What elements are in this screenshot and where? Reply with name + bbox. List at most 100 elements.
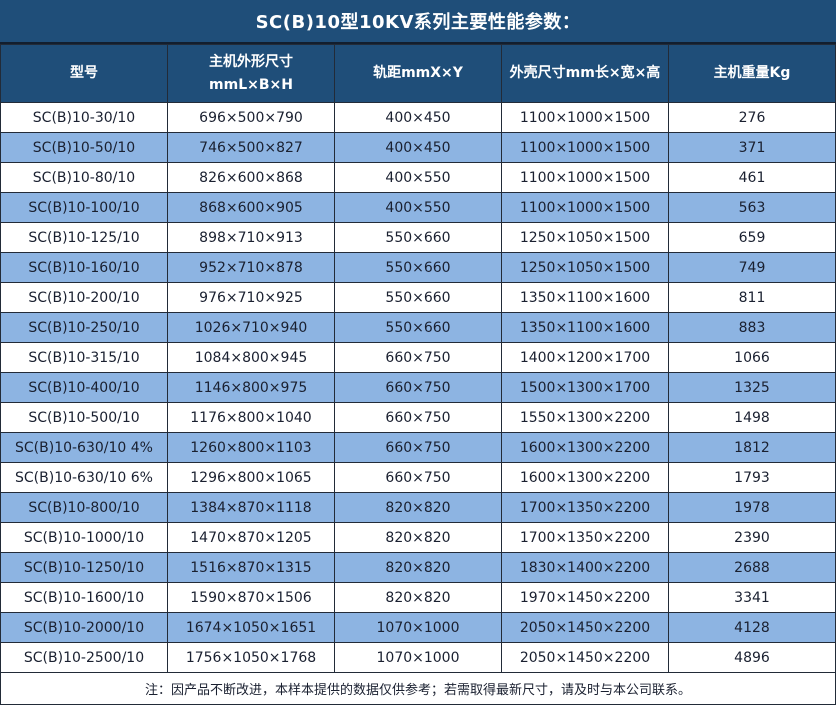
table-cell: 1384×870×1118 [167, 492, 335, 523]
table-cell: 1756×1050×1768 [167, 642, 335, 673]
table-cell: 1700×1350×2200 [501, 492, 669, 523]
table-cell: 4128 [668, 612, 836, 643]
table-row: SC(B)10-400/10 1146×800×975 660×750 1500×13… [0, 372, 836, 403]
table-cell: SC(B)10-2500/10 [0, 642, 168, 673]
table-cell: 659 [668, 222, 836, 253]
spec-table: 型号 主机外形尺寸 mmL×B×H 轨距mmX×Y 外壳尺寸mm长×宽×高 主机… [0, 44, 836, 673]
table-cell: 400×550 [334, 162, 502, 193]
table-cell: 1066 [668, 342, 836, 373]
table-cell: SC(B)10-80/10 [0, 162, 168, 193]
table-cell: 550×660 [334, 282, 502, 313]
table-cell: 820×820 [334, 582, 502, 613]
table-cell: 1296×800×1065 [167, 462, 335, 493]
table-cell: 660×750 [334, 342, 502, 373]
table-row: SC(B)10-200/10 976×710×925 550×660 1350×110… [0, 282, 836, 313]
table-cell: 1978 [668, 492, 836, 523]
table-cell: SC(B)10-250/10 [0, 312, 168, 343]
table-cell: 1812 [668, 432, 836, 463]
table-header-row: 型号 主机外形尺寸 mmL×B×H 轨距mmX×Y 外壳尺寸mm长×宽×高 主机… [0, 44, 836, 103]
table-cell: 660×750 [334, 372, 502, 403]
table-cell: 1400×1200×1700 [501, 342, 669, 373]
table-cell: 1100×1000×1500 [501, 132, 669, 163]
table-cell: 820×820 [334, 552, 502, 583]
table-cell: 1100×1000×1500 [501, 192, 669, 223]
table-cell: 1793 [668, 462, 836, 493]
table-cell: 2050×1450×2200 [501, 642, 669, 673]
table-cell: 820×820 [334, 522, 502, 553]
table-cell: 1100×1000×1500 [501, 162, 669, 193]
table-cell: 550×660 [334, 222, 502, 253]
table-cell: 1250×1050×1500 [501, 222, 669, 253]
table-cell: SC(B)10-315/10 [0, 342, 168, 373]
table-cell: 883 [668, 312, 836, 343]
table-cell: 820×820 [334, 492, 502, 523]
table-row: SC(B)10-50/10 746×500×827 400×450 1100×1000… [0, 132, 836, 163]
table-cell: 1674×1050×1651 [167, 612, 335, 643]
table-cell: SC(B)10-125/10 [0, 222, 168, 253]
table-row: SC(B)10-1000/10 1470×870×1205 820×820 1700×… [0, 522, 836, 553]
table-cell: 660×750 [334, 432, 502, 463]
table-cell: SC(B)10-2000/10 [0, 612, 168, 643]
table-cell: 749 [668, 252, 836, 283]
table-cell: SC(B)10-630/10 6% [0, 462, 168, 493]
table-cell: 550×660 [334, 312, 502, 343]
table-cell: 1026×710×940 [167, 312, 335, 343]
table-row: SC(B)10-100/10 868×600×905 400×550 1100×100… [0, 192, 836, 223]
table-cell: 1470×870×1205 [167, 522, 335, 553]
table-cell: SC(B)10-1250/10 [0, 552, 168, 583]
table-cell: SC(B)10-400/10 [0, 372, 168, 403]
table-cell: 400×450 [334, 132, 502, 163]
table-row: SC(B)10-125/10 898×710×913 550×660 1250×105… [0, 222, 836, 253]
table-cell: 746×500×827 [167, 132, 335, 163]
table-cell: 976×710×925 [167, 282, 335, 313]
table-row: SC(B)10-800/10 1384×870×1118 820×820 1700×1… [0, 492, 836, 523]
table-cell: 400×450 [334, 102, 502, 133]
footnote: 注：因产品不断改进，本样本提供的数据仅供参考；若需取得最新尺寸，请及时与本公司联… [0, 673, 836, 705]
table-row: SC(B)10-160/10 952×710×878 550×660 1250×105… [0, 252, 836, 283]
table-row: SC(B)10-30/10 696×500×790 400×450 1100×1000… [0, 102, 836, 133]
table-cell: 2688 [668, 552, 836, 583]
table-cell: 696×500×790 [167, 102, 335, 133]
table-cell: SC(B)10-100/10 [0, 192, 168, 223]
table-cell: 1600×1300×2200 [501, 462, 669, 493]
table-cell: 1250×1050×1500 [501, 252, 669, 283]
table-cell: 1084×800×945 [167, 342, 335, 373]
table-cell: 1498 [668, 402, 836, 433]
table-cell: 3341 [668, 582, 836, 613]
table-cell: 811 [668, 282, 836, 313]
table-cell: 1100×1000×1500 [501, 102, 669, 133]
table-cell: 276 [668, 102, 836, 133]
column-header-body-size: 主机外形尺寸 mmL×B×H [167, 44, 335, 103]
table-cell: SC(B)10-500/10 [0, 402, 168, 433]
table-cell: 550×660 [334, 252, 502, 283]
table-cell: 1516×870×1315 [167, 552, 335, 583]
column-header-rail-gauge: 轨距mmX×Y [334, 44, 502, 103]
table-cell: 1146×800×975 [167, 372, 335, 403]
table-row: SC(B)10-630/10 6% 1296×800×1065 660×750 160… [0, 462, 836, 493]
table-row: SC(B)10-630/10 4% 1260×800×1103 660×750 160… [0, 432, 836, 463]
column-header-weight: 主机重量Kg [668, 44, 836, 103]
table-row: SC(B)10-80/10 826×600×868 400×550 1100×1000… [0, 162, 836, 193]
table-cell: 1500×1300×1700 [501, 372, 669, 403]
table-cell: SC(B)10-1600/10 [0, 582, 168, 613]
table-cell: 1070×1000 [334, 642, 502, 673]
table-cell: 1176×800×1040 [167, 402, 335, 433]
table-cell: SC(B)10-160/10 [0, 252, 168, 283]
table-cell: 1260×800×1103 [167, 432, 335, 463]
table-cell: 898×710×913 [167, 222, 335, 253]
table-body: SC(B)10-30/10 696×500×790 400×450 1100×1000… [0, 102, 836, 673]
table-cell: 461 [668, 162, 836, 193]
table-cell: 1970×1450×2200 [501, 582, 669, 613]
table-row: SC(B)10-500/10 1176×800×1040 660×750 1550×1… [0, 402, 836, 433]
table-cell: 400×550 [334, 192, 502, 223]
table-cell: 1350×1100×1600 [501, 312, 669, 343]
table-cell: 660×750 [334, 402, 502, 433]
table-cell: 1070×1000 [334, 612, 502, 643]
table-row: SC(B)10-1250/10 1516×870×1315 820×820 1830×… [0, 552, 836, 583]
table-cell: 1830×1400×2200 [501, 552, 669, 583]
table-cell: 371 [668, 132, 836, 163]
table-header: 型号 主机外形尺寸 mmL×B×H 轨距mmX×Y 外壳尺寸mm长×宽×高 主机… [0, 44, 836, 103]
table-cell: 952×710×878 [167, 252, 335, 283]
column-header-shell-size: 外壳尺寸mm长×宽×高 [501, 44, 669, 103]
